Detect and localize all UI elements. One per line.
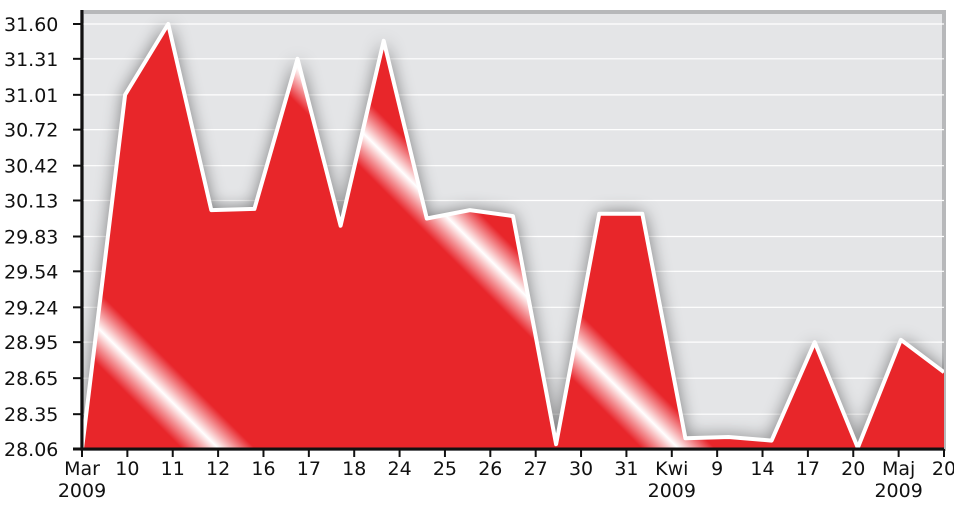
- y-tick-label: 29.83: [4, 227, 58, 249]
- x-tick-label: 10: [115, 458, 139, 480]
- y-tick-label: 28.06: [4, 439, 58, 461]
- x-tick-label: 11: [161, 458, 185, 480]
- x-tick-label: 18: [342, 458, 366, 480]
- x-tick-label: 20: [841, 458, 865, 480]
- y-tick-label: 31.01: [4, 85, 58, 107]
- x-tick-year-label: 2009: [648, 480, 696, 502]
- y-tick-label: 29.54: [4, 261, 58, 283]
- x-tick-label: 20: [932, 458, 954, 480]
- x-tick-year-label: 2009: [874, 480, 922, 502]
- x-tick-label: 27: [524, 458, 548, 480]
- x-tick-label: 25: [433, 458, 457, 480]
- x-tick-label: 9: [711, 458, 723, 480]
- x-tick-year-label: 2009: [58, 480, 106, 502]
- y-tick-label: 29.24: [4, 297, 58, 319]
- x-tick-label: 17: [297, 458, 321, 480]
- x-tick-label: Mar: [64, 458, 100, 480]
- y-tick-label: 31.31: [4, 49, 58, 71]
- x-tick-label: 26: [478, 458, 502, 480]
- y-tick-label: 30.72: [4, 120, 58, 142]
- x-tick-label: Maj: [882, 458, 915, 480]
- series-line: [82, 22, 944, 449]
- x-tick-label: 14: [750, 458, 774, 480]
- x-tick-label: 16: [251, 458, 275, 480]
- y-tick-label: 28.65: [4, 368, 58, 390]
- y-tick-label: 30.13: [4, 190, 58, 212]
- y-tick-label: 30.42: [4, 156, 58, 178]
- x-tick-label: 12: [206, 458, 230, 480]
- x-tick-label: Kwi: [655, 458, 688, 480]
- y-tick-label: 31.60: [4, 14, 58, 36]
- x-tick-label: 17: [796, 458, 820, 480]
- y-tick-label: 28.95: [4, 332, 58, 354]
- x-tick-label: 24: [387, 458, 411, 480]
- x-tick-label: 30: [569, 458, 593, 480]
- y-axis-ticks: 28.06 28.35 28.65 28.95 29.24 29.54 29.83 30.13…: [4, 14, 82, 461]
- y-tick-label: 28.35: [4, 404, 58, 426]
- x-tick-label: 31: [614, 458, 638, 480]
- series-area: [82, 24, 944, 449]
